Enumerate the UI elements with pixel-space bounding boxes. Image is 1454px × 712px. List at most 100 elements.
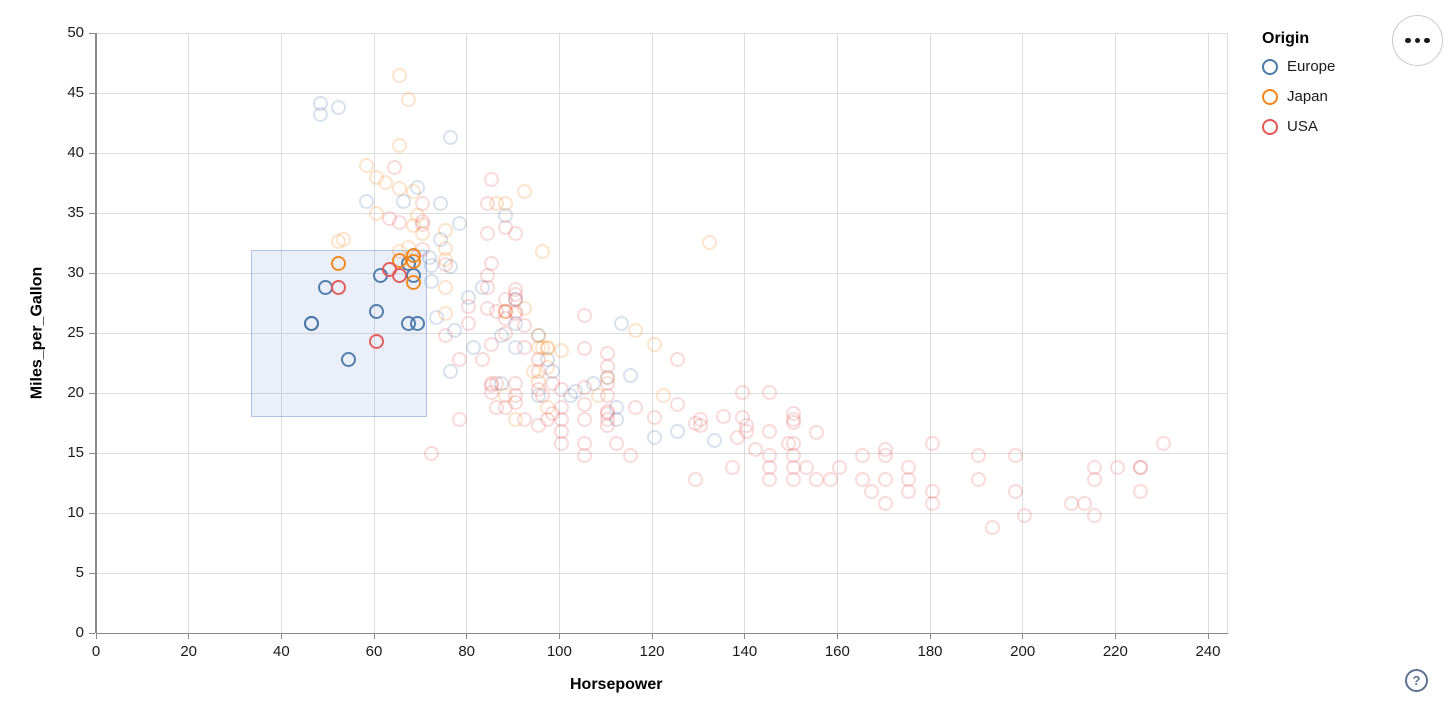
scatter-point-usa	[924, 495, 940, 511]
scatter-point-japan	[377, 175, 393, 191]
scatter-point-usa	[878, 471, 894, 487]
scatter-point-usa	[553, 435, 569, 451]
scatter-point-usa	[1133, 459, 1148, 475]
x-tick-label: 40	[272, 643, 290, 660]
scatter-point-europe	[303, 315, 319, 331]
scatter-point-japan	[535, 243, 551, 259]
scatter-point-japan	[368, 206, 384, 222]
brush-selection[interactable]	[251, 250, 427, 417]
y-tick-label: 5	[75, 564, 84, 581]
scatter-point-usa	[451, 411, 467, 427]
y-tick	[89, 632, 95, 634]
scatter-point-usa	[855, 447, 870, 463]
scatter-point-usa	[451, 351, 467, 367]
scatter-point-japan	[516, 183, 532, 199]
scatter-point-usa	[901, 471, 917, 487]
scatter-point-usa	[627, 399, 643, 415]
x-tick	[1022, 633, 1024, 639]
legend-entry-label: USA	[1287, 118, 1318, 135]
y-tick	[89, 452, 95, 454]
x-tick-label: 80	[458, 643, 475, 660]
legend-entry-usa: USA	[1262, 118, 1335, 135]
x-tick-label: 120	[639, 643, 665, 660]
scatter-point-usa	[438, 256, 453, 272]
scatter-point-usa	[600, 358, 616, 374]
scatter-point-europe	[442, 129, 458, 145]
scatter-point-usa	[855, 471, 870, 487]
x-tick	[929, 633, 931, 639]
scatter-point-usa	[1063, 495, 1079, 511]
scatter-point-europe	[368, 303, 384, 319]
y-tick	[89, 332, 95, 334]
scatter-point-usa	[577, 380, 592, 396]
scatter-point-usa	[984, 519, 1000, 535]
scatter-point-europe	[433, 195, 449, 211]
scatter-point-usa	[414, 242, 430, 258]
scatter-point-usa	[1086, 507, 1102, 523]
scatter-point-usa	[785, 415, 801, 431]
x-tick-label: 20	[180, 643, 197, 660]
scatter-point-usa	[387, 159, 403, 175]
scatter-point-usa	[391, 267, 407, 283]
scatter-point-europe	[646, 429, 662, 445]
help-icon[interactable]: ?	[1405, 669, 1428, 692]
scatter-point-usa	[577, 447, 592, 463]
scatter-point-usa	[507, 286, 523, 302]
scatter-point-europe	[424, 257, 440, 273]
gridline-y	[96, 572, 1228, 574]
x-axis-title: Horsepower	[570, 676, 663, 693]
scatter-point-usa	[623, 447, 639, 463]
scatter-point-usa	[577, 308, 592, 324]
scatter-point-usa	[516, 317, 532, 333]
scatter-point-europe	[451, 215, 467, 231]
scatter-point-japan	[391, 137, 407, 153]
scatter-point-japan	[405, 183, 421, 199]
scatter-point-usa	[1017, 507, 1033, 523]
x-axis-line	[96, 632, 1228, 634]
scatter-point-japan	[438, 241, 453, 257]
x-tick	[836, 633, 838, 639]
scatter-point-europe	[706, 433, 722, 449]
scatter-point-usa	[970, 471, 986, 487]
scatter-point-usa	[878, 495, 894, 511]
scatter-point-usa	[1007, 447, 1023, 463]
y-tick	[89, 572, 95, 574]
y-tick-label: 10	[67, 504, 84, 521]
gridline-y	[96, 512, 1228, 514]
y-tick	[89, 212, 95, 214]
scatter-point-usa	[600, 375, 616, 391]
scatter-point-usa	[577, 397, 592, 413]
scatter-point-europe	[465, 339, 481, 355]
scatter-point-usa	[484, 337, 500, 353]
legend-entry-europe: Europe	[1262, 58, 1335, 75]
scatter-point-usa	[535, 387, 551, 403]
scatter-point-usa	[799, 459, 815, 475]
x-tick	[95, 633, 97, 639]
scatter-point-usa	[1156, 435, 1172, 451]
scatter-point-japan	[391, 181, 407, 197]
scatter-point-japan	[400, 92, 416, 108]
scatter-point-usa	[748, 441, 764, 457]
scatter-point-usa	[762, 423, 778, 439]
scatter-point-usa	[1077, 495, 1093, 511]
legend-entry-label: Japan	[1287, 88, 1328, 105]
legend: Origin Europe Japan USA	[1262, 30, 1335, 148]
y-axis-title: Miles_per_Gallon	[28, 266, 46, 400]
scatter-point-europe	[396, 194, 412, 210]
scatter-point-usa	[692, 417, 708, 433]
scatter-point-usa	[831, 459, 847, 475]
y-tick	[89, 272, 95, 274]
x-tick-label: 140	[732, 643, 758, 660]
y-tick-label: 30	[67, 264, 84, 281]
x-tick	[1114, 633, 1116, 639]
more-options-button[interactable]	[1392, 15, 1443, 66]
scatter-point-usa	[970, 447, 986, 463]
scatter-point-usa	[438, 327, 453, 343]
x-tick	[744, 633, 746, 639]
scatter-point-japan	[359, 158, 375, 174]
scatter-point-japan	[331, 255, 347, 271]
scatter-point-usa	[414, 213, 430, 229]
gridline-y	[96, 32, 1228, 34]
scatter-point-usa	[1133, 483, 1148, 499]
scatter-point-usa	[688, 471, 704, 487]
